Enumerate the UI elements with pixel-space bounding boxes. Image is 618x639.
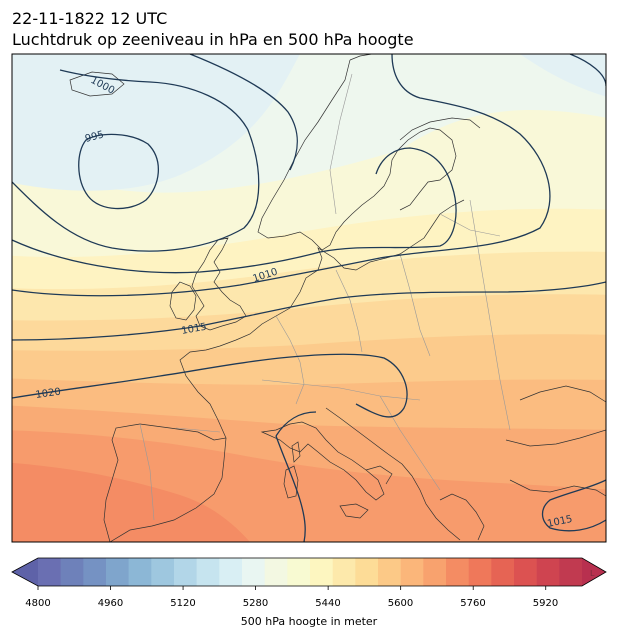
- colorbar-cell: [196, 558, 220, 586]
- border-balkans: [379, 395, 441, 491]
- colorbar-cell: [514, 558, 537, 586]
- isobar-1020-south: [275, 411, 317, 437]
- colorbar-cell: [83, 558, 107, 586]
- isobar-1010: [12, 54, 551, 297]
- colorbar-tick-label: 5920: [532, 598, 559, 609]
- coast-balkans: [325, 407, 461, 541]
- coast-italy-heel: [365, 465, 393, 485]
- colorbar-cell: [128, 558, 152, 586]
- colorbar-tick-label: 5600: [387, 598, 414, 609]
- colorbar-cell: [400, 558, 424, 586]
- coast-italy: [260, 421, 385, 501]
- isobar-995: [78, 133, 160, 210]
- country-borders: [139, 73, 511, 521]
- border-poland-east: [399, 253, 431, 357]
- colorbar-cell: [38, 558, 61, 586]
- colorbar-extend-min: [12, 558, 38, 586]
- colorbar-tick-label: 5280: [242, 598, 269, 609]
- border-germany-poland: [335, 269, 363, 353]
- isobar-1015-south: [275, 435, 306, 542]
- colorbar-cell: [151, 558, 175, 586]
- coast-corsica: [291, 441, 301, 463]
- colorbar-cell: [536, 558, 560, 586]
- coast-iberia-south: [109, 437, 227, 542]
- isobar-label-1015-southeast: 1015: [546, 514, 573, 530]
- colorbar-extend-max: [582, 558, 606, 586]
- colorbar-label: 500 hPa hoogte in meter: [240, 615, 378, 628]
- colorbar-cell: [378, 558, 401, 586]
- colorbar-cell: [468, 558, 492, 586]
- colorbar-cell: [264, 558, 288, 586]
- isobar-1000: [12, 69, 260, 252]
- isobar-1015: [12, 281, 606, 341]
- isobar-label-995: 995: [84, 129, 105, 145]
- isobars: [12, 54, 606, 542]
- coast-greece: [439, 493, 485, 541]
- coast-iceland: [69, 71, 125, 97]
- border-iberia: [139, 423, 155, 521]
- colorbar-cell: [446, 558, 469, 586]
- colorbar-tick-label: 4960: [97, 598, 124, 609]
- border-france-germany: [275, 315, 305, 405]
- isobar-1020: [12, 353, 408, 418]
- colorbar-cell: [287, 558, 311, 586]
- coast-sardinia: [283, 465, 299, 499]
- coast-black-sea-south: [505, 429, 606, 447]
- colorbar-cell: [242, 558, 265, 586]
- isobar-1005-upper: [189, 54, 298, 171]
- map-title-datetime: 22-11-1822 12 UTC: [12, 9, 168, 28]
- colorbar-cell: [332, 558, 356, 586]
- colorbar-cell: [219, 558, 243, 586]
- colorbar-tick-label: 4800: [25, 598, 51, 609]
- coast-ireland: [169, 281, 197, 321]
- coast-great-britain: [191, 237, 247, 331]
- border-alps: [261, 379, 421, 401]
- colorbar-tick-label: 5120: [170, 598, 196, 609]
- isobar-label-1020: 1020: [35, 387, 62, 401]
- colorbar-tick-label: 5760: [460, 598, 486, 609]
- border-sweden-norway: [329, 73, 353, 215]
- border-baltics: [439, 213, 501, 237]
- colorbar-cells: [38, 558, 583, 586]
- isobar-1015-southeast: [541, 479, 606, 532]
- isobar-1005: [12, 147, 457, 274]
- colorbar-cell: [355, 558, 379, 586]
- border-pyrenees: [175, 427, 221, 433]
- colorbar-cell: [106, 558, 129, 586]
- isobar-label-1015: 1015: [181, 322, 208, 337]
- map-title-description: Luchtdruk op zeeniveau in hPa en 500 hPa…: [12, 30, 414, 49]
- coast-scandinavia: [257, 59, 457, 251]
- map-frame: [11, 53, 607, 543]
- coast-black-sea: [519, 385, 606, 403]
- coast-norway-north: [349, 54, 373, 61]
- colorbar-cell: [491, 558, 515, 586]
- colorbar-cell: [60, 558, 84, 586]
- colorbar-tick-label: 5440: [315, 598, 341, 609]
- coast-turkey: [509, 479, 606, 497]
- colorbar: L: [11, 557, 607, 590]
- coast-finland: [399, 117, 481, 141]
- coast-sicily: [339, 503, 369, 519]
- colorbar-cell: [423, 558, 447, 586]
- colorbar-ticks: [37, 586, 547, 590]
- colorbar-extend-max-label: L: [590, 569, 595, 578]
- border-eastern-europe: [469, 199, 511, 431]
- colorbar-cell: [174, 558, 197, 586]
- colorbar-cell: [559, 558, 583, 586]
- colorbar-cell: [310, 558, 333, 586]
